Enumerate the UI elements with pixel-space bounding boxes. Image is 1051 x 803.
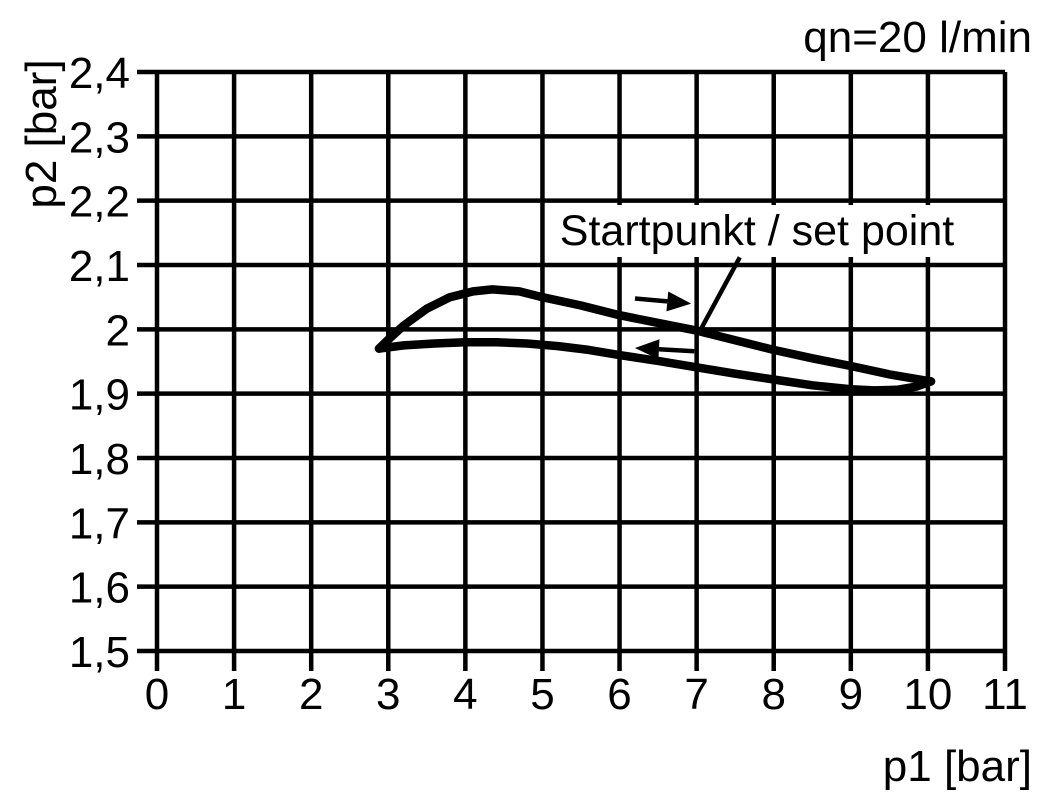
- annotation-leader-line: [697, 256, 742, 333]
- direction-arrows: [634, 291, 695, 360]
- y-tick-label: 2,4: [69, 49, 130, 98]
- forward-direction-arrow-shaft: [634, 296, 668, 304]
- x-tick-label: 7: [684, 670, 708, 719]
- annotation-label: Startpunkt / set point: [560, 207, 954, 255]
- x-axis-title: p1 [bar]: [883, 742, 1032, 791]
- y-tick-label: 2,2: [69, 178, 130, 227]
- y-axis-title: p2 [bar]: [17, 59, 66, 208]
- x-tick-label: 10: [903, 670, 952, 719]
- x-tick-label: 11: [982, 670, 1028, 719]
- y-tick-label: 1,7: [69, 499, 130, 548]
- x-tick-label: 6: [607, 670, 631, 719]
- x-tick-label: 2: [299, 670, 323, 719]
- grid-lines: [137, 69, 1008, 671]
- x-tick-label: 4: [453, 670, 477, 719]
- pressure-increasing-branch: [374, 285, 936, 386]
- y-tick-label: 1,8: [69, 435, 130, 484]
- y-tick-label: 2: [106, 306, 130, 355]
- x-tick-label: 1: [222, 670, 246, 719]
- y-tick-label: 2,3: [69, 113, 130, 162]
- return-direction-arrow-shaft: [658, 347, 695, 354]
- y-tick-label: 1,6: [69, 564, 130, 613]
- x-tick-label: 0: [145, 670, 169, 719]
- annotation-background: [556, 205, 958, 257]
- tick-labels: 0 1 2 3 4 5 6 7 8 9 10 11 1,5 1,6 1,7 1,8 1,9 2 2,1 2,2 2,3 2…: [69, 49, 1028, 719]
- set-point-annotation: Startpunkt / set point: [556, 205, 958, 333]
- flow-rate-label: qn=20 l/min: [803, 13, 1032, 62]
- y-tick-label: 1,5: [69, 628, 130, 677]
- forward-direction-arrow-head: [666, 291, 692, 312]
- return-direction-arrow-head: [634, 339, 660, 360]
- x-tick-label: 3: [376, 670, 400, 719]
- y-tick-label: 2,1: [69, 242, 130, 291]
- pressure-decreasing-branch: [374, 337, 936, 395]
- x-tick-label: 9: [839, 670, 863, 719]
- hysteresis-loop: [374, 285, 936, 395]
- x-tick-label: 5: [530, 670, 554, 719]
- y-tick-label: 1,9: [69, 371, 130, 420]
- x-tick-label: 8: [761, 670, 785, 719]
